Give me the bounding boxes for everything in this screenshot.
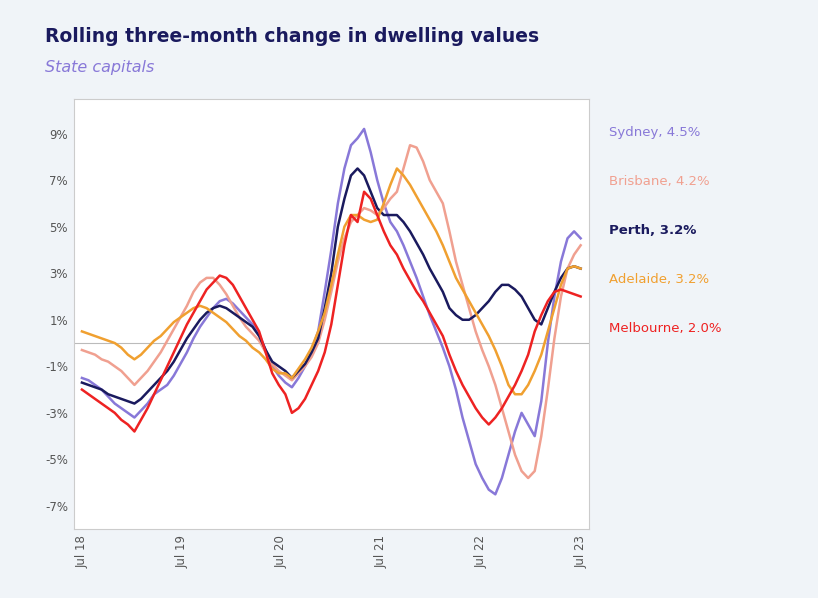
- Text: Brisbane, 4.2%: Brisbane, 4.2%: [609, 175, 710, 188]
- Text: Adelaide, 3.2%: Adelaide, 3.2%: [609, 273, 709, 286]
- Text: Sydney, 4.5%: Sydney, 4.5%: [609, 126, 701, 139]
- Text: Perth, 3.2%: Perth, 3.2%: [609, 224, 697, 237]
- Text: Rolling three-month change in dwelling values: Rolling three-month change in dwelling v…: [45, 27, 539, 46]
- Text: Melbourne, 2.0%: Melbourne, 2.0%: [609, 322, 722, 335]
- Text: State capitals: State capitals: [45, 60, 155, 75]
